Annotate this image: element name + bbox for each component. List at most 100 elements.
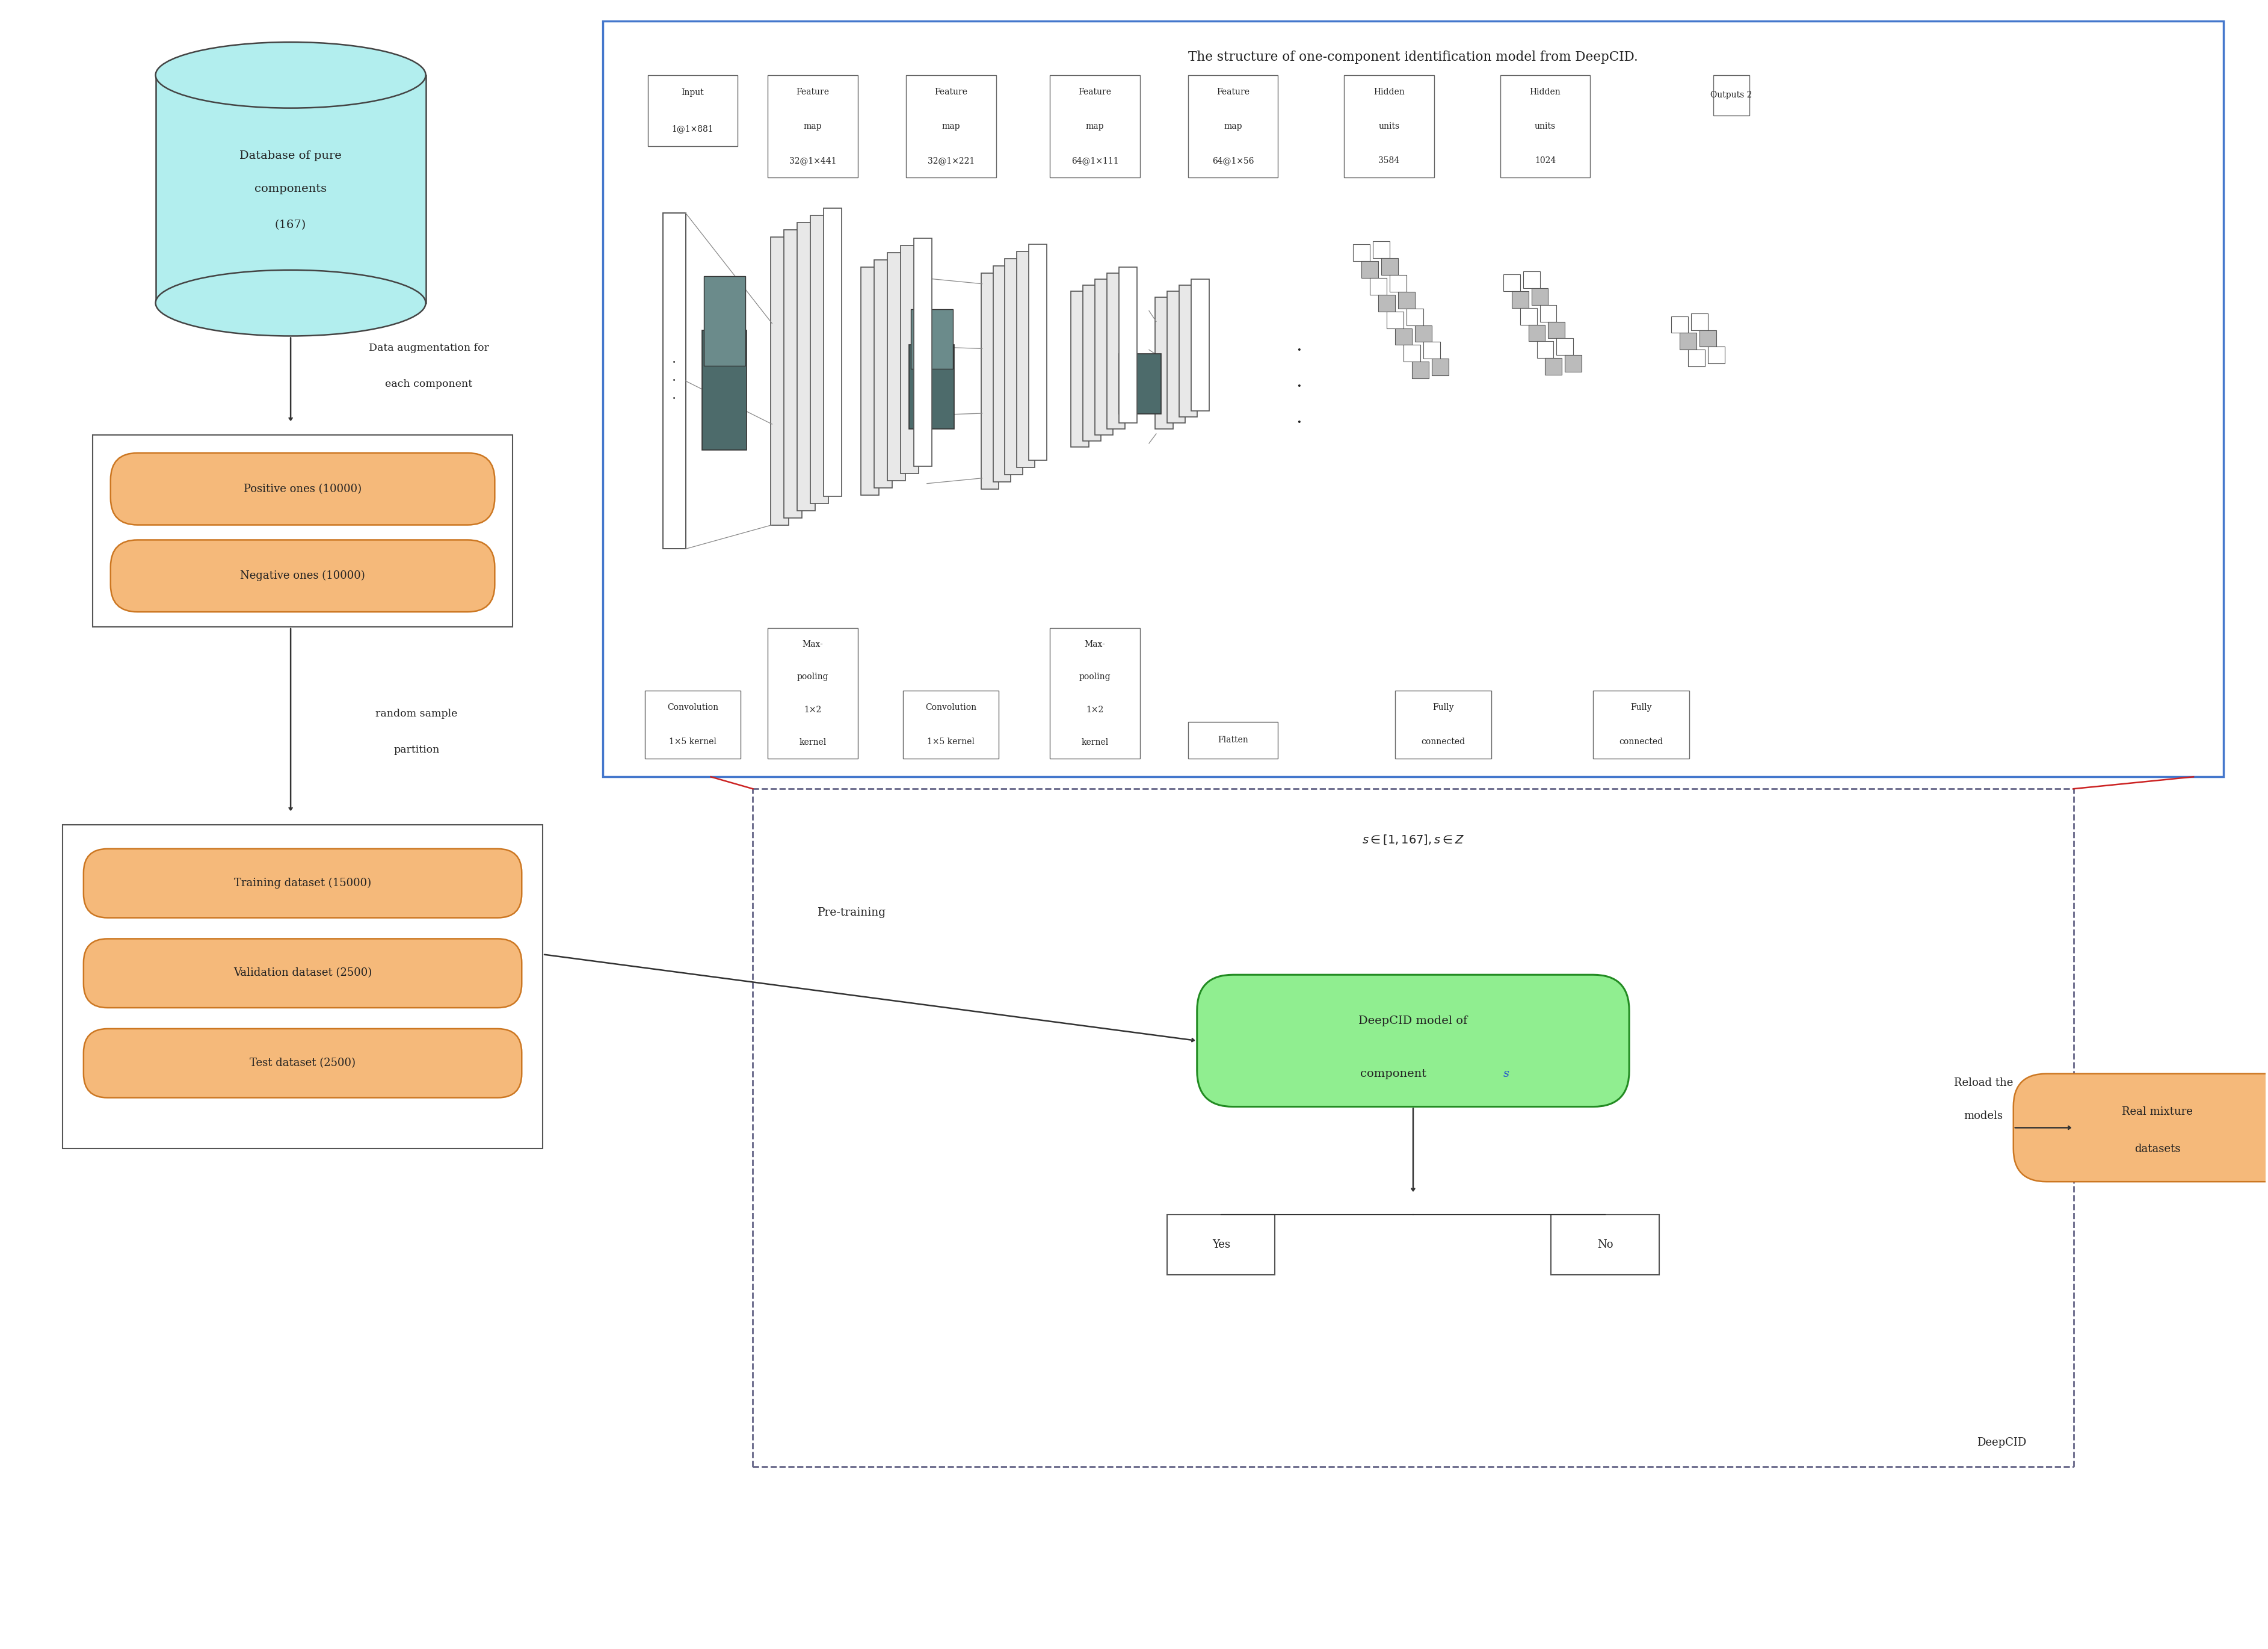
FancyBboxPatch shape <box>1361 261 1379 277</box>
FancyBboxPatch shape <box>862 267 880 495</box>
FancyBboxPatch shape <box>1549 322 1565 338</box>
Text: 1@1×881: 1@1×881 <box>671 124 714 134</box>
FancyBboxPatch shape <box>1499 76 1590 178</box>
Text: ·: · <box>1295 414 1302 432</box>
FancyBboxPatch shape <box>1050 76 1141 178</box>
FancyBboxPatch shape <box>823 208 841 496</box>
Ellipse shape <box>156 43 426 109</box>
Text: Feature: Feature <box>1216 87 1250 96</box>
FancyBboxPatch shape <box>644 691 742 759</box>
FancyBboxPatch shape <box>1556 338 1574 355</box>
FancyBboxPatch shape <box>1504 274 1520 290</box>
Text: Outputs 2: Outputs 2 <box>1710 91 1753 99</box>
FancyBboxPatch shape <box>1681 333 1696 350</box>
FancyBboxPatch shape <box>1672 317 1687 333</box>
FancyBboxPatch shape <box>1154 297 1173 429</box>
Ellipse shape <box>156 270 426 336</box>
FancyBboxPatch shape <box>1520 308 1538 325</box>
FancyBboxPatch shape <box>2014 1073 2268 1182</box>
FancyBboxPatch shape <box>993 265 1012 482</box>
FancyBboxPatch shape <box>1050 628 1141 759</box>
FancyBboxPatch shape <box>1168 1215 1275 1275</box>
Text: Hidden: Hidden <box>1374 87 1404 96</box>
FancyBboxPatch shape <box>1531 289 1549 305</box>
Text: Real mixture: Real mixture <box>2123 1106 2193 1116</box>
Text: units: units <box>1535 122 1556 130</box>
Text: 1×5 kernel: 1×5 kernel <box>669 737 717 745</box>
Text: connected: connected <box>1619 737 1662 745</box>
FancyBboxPatch shape <box>1168 290 1184 422</box>
FancyBboxPatch shape <box>111 539 494 612</box>
Text: Feature: Feature <box>1080 87 1111 96</box>
Text: s: s <box>1504 1069 1508 1078</box>
FancyBboxPatch shape <box>1415 325 1431 341</box>
FancyBboxPatch shape <box>64 824 542 1149</box>
Text: 1×2: 1×2 <box>805 706 821 714</box>
Text: Feature: Feature <box>796 87 830 96</box>
Text: Training dataset (15000): Training dataset (15000) <box>234 877 372 889</box>
Text: Input: Input <box>680 89 703 97</box>
Text: pooling: pooling <box>1080 673 1111 681</box>
FancyBboxPatch shape <box>909 345 955 429</box>
Text: Pre-training: Pre-training <box>816 907 887 918</box>
Text: 64@1×56: 64@1×56 <box>1211 157 1254 165</box>
Text: Positive ones (10000): Positive ones (10000) <box>243 483 361 495</box>
FancyBboxPatch shape <box>1592 691 1690 759</box>
FancyBboxPatch shape <box>701 330 746 450</box>
FancyBboxPatch shape <box>703 275 746 366</box>
FancyBboxPatch shape <box>1708 346 1724 363</box>
FancyBboxPatch shape <box>84 938 522 1008</box>
Text: Validation dataset (2500): Validation dataset (2500) <box>234 968 372 978</box>
Text: Database of pure: Database of pure <box>240 150 342 162</box>
Text: connected: connected <box>1422 737 1465 745</box>
Text: Data augmentation for: Data augmentation for <box>367 343 490 353</box>
Text: Hidden: Hidden <box>1529 87 1560 96</box>
Text: partition: partition <box>395 745 440 755</box>
FancyBboxPatch shape <box>1397 292 1415 308</box>
FancyBboxPatch shape <box>1198 975 1628 1106</box>
FancyBboxPatch shape <box>905 76 996 178</box>
Text: 64@1×111: 64@1×111 <box>1070 157 1118 165</box>
FancyBboxPatch shape <box>914 237 932 467</box>
FancyBboxPatch shape <box>769 628 857 759</box>
FancyBboxPatch shape <box>1538 341 1554 358</box>
FancyBboxPatch shape <box>1070 290 1089 447</box>
FancyBboxPatch shape <box>785 229 803 518</box>
Text: Fully: Fully <box>1433 704 1454 712</box>
Text: DeepCID model of: DeepCID model of <box>1359 1016 1467 1026</box>
FancyBboxPatch shape <box>1016 251 1034 467</box>
FancyBboxPatch shape <box>1118 267 1136 422</box>
Text: Negative ones (10000): Negative ones (10000) <box>240 571 365 582</box>
FancyBboxPatch shape <box>900 246 919 473</box>
Text: ·: · <box>1295 378 1302 396</box>
Text: ·: · <box>671 356 676 369</box>
Text: (167): (167) <box>274 219 306 231</box>
FancyBboxPatch shape <box>912 308 953 369</box>
Text: 32@1×441: 32@1×441 <box>789 157 837 165</box>
FancyBboxPatch shape <box>1005 259 1023 475</box>
FancyBboxPatch shape <box>1386 312 1404 328</box>
FancyBboxPatch shape <box>1406 308 1424 325</box>
FancyBboxPatch shape <box>1381 257 1397 275</box>
Text: map: map <box>1225 122 1243 130</box>
FancyBboxPatch shape <box>810 216 828 503</box>
FancyBboxPatch shape <box>1395 691 1490 759</box>
FancyBboxPatch shape <box>1510 290 1529 308</box>
FancyBboxPatch shape <box>1188 76 1279 178</box>
Text: datasets: datasets <box>2134 1144 2180 1154</box>
Text: random sample: random sample <box>376 709 458 719</box>
FancyBboxPatch shape <box>1424 341 1440 359</box>
FancyBboxPatch shape <box>1191 279 1209 411</box>
FancyBboxPatch shape <box>1370 277 1386 295</box>
Text: 1024: 1024 <box>1535 157 1556 165</box>
Text: kernel: kernel <box>798 739 826 747</box>
FancyBboxPatch shape <box>1692 313 1708 330</box>
Text: Convolution: Convolution <box>667 704 719 712</box>
Text: Max-: Max- <box>1084 640 1105 648</box>
FancyBboxPatch shape <box>1084 285 1100 440</box>
FancyBboxPatch shape <box>84 1029 522 1098</box>
FancyBboxPatch shape <box>84 849 522 918</box>
FancyBboxPatch shape <box>1030 244 1048 460</box>
Text: Fully: Fully <box>1631 704 1651 712</box>
Text: each component: each component <box>386 379 472 389</box>
